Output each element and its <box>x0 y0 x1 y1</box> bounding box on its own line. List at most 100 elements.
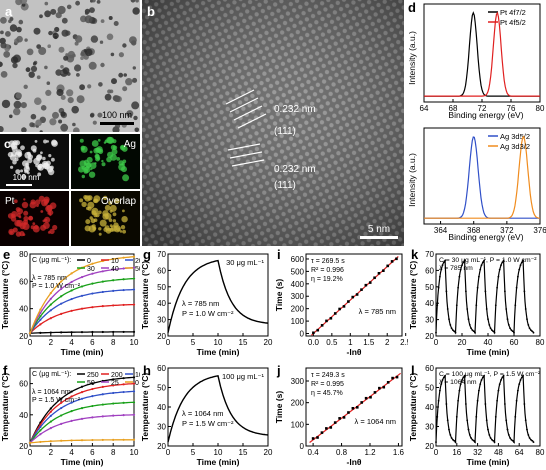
nanoparticle <box>24 38 28 42</box>
k-point <box>442 261 445 264</box>
panel-a-label: a <box>5 4 13 19</box>
h-xtick-label: 10 <box>214 448 223 457</box>
nanoparticle <box>62 67 70 75</box>
e-point <box>112 330 115 334</box>
i-data-point <box>395 257 398 261</box>
l-point <box>504 403 506 405</box>
k-point <box>467 318 470 320</box>
nanoparticle <box>118 72 124 78</box>
f-point <box>122 377 125 380</box>
eds-mapping-c: c Ag Pt Overlap 100 nm <box>0 134 140 246</box>
nanoparticle <box>61 29 69 37</box>
nanoparticle <box>44 65 48 70</box>
e-point <box>70 280 73 284</box>
l-ytick-label: 60 <box>425 364 434 373</box>
chart-e: 0 2 4 6 8 10 20 40 60 80 Time (min) Temperature (°C… <box>0 248 140 357</box>
i-data-point <box>338 307 341 311</box>
nanoparticle <box>98 82 103 87</box>
l-point <box>528 437 531 439</box>
l-point <box>458 389 461 392</box>
eds-signal <box>109 227 114 232</box>
nanoparticle <box>108 16 113 20</box>
l-point <box>515 399 518 402</box>
l-point <box>437 399 440 402</box>
nanoparticle <box>76 73 80 77</box>
l-xtick-label: 80 <box>536 448 545 457</box>
eds-signal <box>12 227 18 233</box>
l-point <box>531 439 534 442</box>
l-point <box>488 434 491 436</box>
e-xtick-label: 6 <box>90 338 95 347</box>
f-point <box>39 425 42 429</box>
l-point <box>532 441 535 443</box>
f-point <box>80 417 84 420</box>
eds-signal <box>119 144 126 151</box>
i-xlabel: -lnθ <box>347 347 362 357</box>
panel-h: 0 5 10 15 20 20 30 40 50 60 Time (min) Temperature … <box>140 364 274 470</box>
nanoparticle <box>49 118 57 126</box>
f-point <box>80 439 84 442</box>
e-point <box>132 255 136 258</box>
eds-signal <box>85 219 91 225</box>
nanoparticle <box>118 52 124 58</box>
j-data-point <box>320 431 324 434</box>
e-point <box>60 280 63 283</box>
h-ytick-label: 50 <box>157 384 166 393</box>
eds-signal <box>30 145 37 152</box>
eds-signal <box>78 166 85 173</box>
d-bottom-xtick-label: 376 <box>533 226 546 235</box>
eds-signal <box>46 140 49 143</box>
l-point <box>442 376 445 379</box>
j-data-point <box>342 416 346 419</box>
f-point <box>91 404 94 408</box>
i-xtick-label: 0.0 <box>308 338 320 347</box>
nanoparticle <box>92 120 97 125</box>
nanoparticle <box>66 89 74 97</box>
l-point <box>522 374 524 377</box>
nanoparticle <box>100 19 105 23</box>
k-xlabel: Time (min) <box>467 347 510 357</box>
nanoparticle <box>110 52 115 57</box>
e-legend-label: 0 <box>87 258 91 265</box>
eds-signal <box>52 224 58 231</box>
xps-spectra-d: d 64 68 72 76 80 Pt 4f7/2Pt 4f5/2 Binding ene… <box>407 0 546 242</box>
l-point <box>462 376 465 379</box>
d-bottom-legend-label: Ag 3d3/2 <box>500 142 530 151</box>
l-point <box>471 438 474 441</box>
k-point <box>505 308 508 310</box>
f-point <box>28 441 32 444</box>
nanoparticle <box>9 114 13 119</box>
l-point <box>465 403 467 405</box>
f-xlabel: Time (min) <box>61 457 104 467</box>
nanoparticle <box>21 127 27 132</box>
nanoparticle <box>109 89 114 94</box>
e-point <box>39 311 42 315</box>
f-legend-label: 50 <box>87 380 95 387</box>
k-cycle-curve <box>435 258 535 335</box>
eds-signal <box>103 141 107 144</box>
f-ytick-label: 40 <box>19 411 28 420</box>
l-point <box>501 376 504 379</box>
nanoparticle <box>60 111 66 117</box>
panel-h-label: h <box>143 364 151 378</box>
f-legend-label: 25 <box>111 380 119 387</box>
eds-signal <box>112 219 117 223</box>
eds-signal <box>79 198 84 203</box>
i-data-point <box>351 295 355 299</box>
nanoparticle <box>91 0 96 3</box>
nanoparticle <box>20 102 27 109</box>
j-tau: τ = 249.3 s <box>311 372 345 379</box>
f-conc-label: C (μg mL⁻¹): <box>32 371 71 378</box>
j-data-point <box>355 406 359 409</box>
f-point <box>112 402 115 405</box>
f-point <box>49 410 52 413</box>
eds-signal <box>91 140 99 147</box>
nanoparticle <box>73 127 80 132</box>
l-xtick-label: 64 <box>515 448 524 457</box>
j-data-point <box>347 411 350 414</box>
eds-signal <box>109 204 117 212</box>
k-xtick-label: 20 <box>458 338 467 347</box>
l-ytick-label: 20 <box>425 442 434 451</box>
k-point <box>480 264 483 267</box>
g-ytick-label: 20 <box>157 332 166 341</box>
